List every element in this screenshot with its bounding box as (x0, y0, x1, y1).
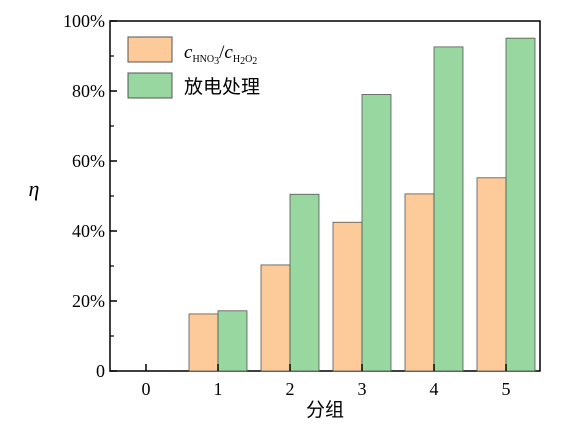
plot-frame (109, 20, 541, 372)
y-tick-label: 60% (72, 151, 105, 171)
x-axis-ticks: 0 1 2 3 4 5 (142, 364, 511, 399)
x-tick-label: 2 (286, 379, 295, 399)
bar-series-2-5 (505, 37, 536, 372)
legend-label-series-2: 放电处理 (184, 76, 260, 98)
legend: cHNO3/cH2O2 放电处理 (127, 36, 260, 99)
bar-series-1-1 (188, 313, 219, 372)
bars (188, 37, 536, 372)
y-tick-label: 20% (72, 291, 105, 311)
y-tick-label: 0 (96, 361, 105, 381)
plot-area (109, 20, 541, 372)
y-axis-ticks: 0 20% 40% 60% 80% 100% (63, 11, 117, 381)
x-axis-title: 分组 (306, 399, 344, 421)
x-tick-label: 4 (430, 379, 439, 399)
y-tick-label: 80% (72, 81, 105, 101)
bar-series-1-5 (476, 177, 507, 372)
legend-label-series-1: cHNO3/cH2O2 (184, 42, 257, 67)
y-tick-label: 100% (63, 11, 105, 31)
bar-series-1-2 (260, 264, 291, 372)
bar-series-2-1 (217, 310, 248, 372)
bar-series-1-4 (404, 193, 435, 372)
legend-swatch-series-1 (127, 36, 173, 63)
bar-series-2-4 (433, 46, 464, 372)
legend-swatch-series-2 (127, 72, 173, 99)
bar-series-2-3 (361, 94, 392, 372)
x-tick-label: 3 (358, 379, 367, 399)
bar-series-2-2 (289, 193, 320, 372)
bar-series-1-3 (332, 221, 363, 372)
y-tick-label: 40% (72, 221, 105, 241)
x-tick-label: 0 (142, 379, 151, 399)
y-axis-title: η (29, 176, 40, 201)
x-tick-label: 1 (214, 379, 223, 399)
x-tick-label: 5 (502, 379, 511, 399)
